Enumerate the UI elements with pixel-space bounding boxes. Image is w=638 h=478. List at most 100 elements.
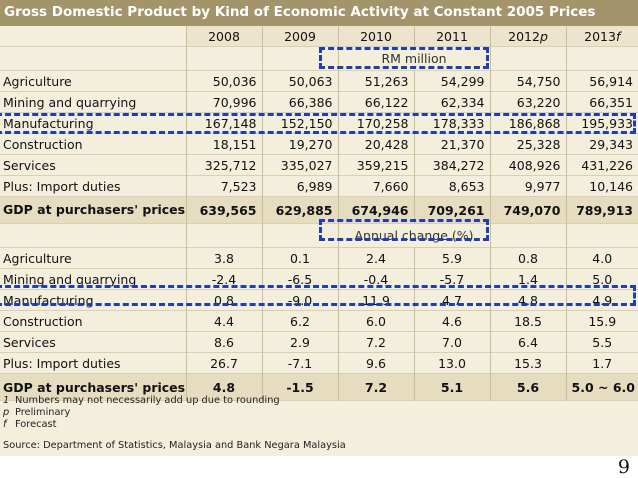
year-header: 2013f xyxy=(565,26,638,47)
footnote-text: Numbers may not necessarily add up due t… xyxy=(15,395,280,406)
cell-value: -5.7 xyxy=(413,268,490,290)
total-label-text: GDP at purchasers' prices xyxy=(3,379,186,395)
cell-value: 5.9 xyxy=(413,247,490,269)
row-label: Services xyxy=(3,157,56,173)
cell-value: 152,150 xyxy=(261,112,338,134)
cell-value: 18,151 xyxy=(185,133,262,155)
cell-value: 195,933 xyxy=(565,112,638,134)
year-label: 2010 xyxy=(360,28,392,44)
cell-value: 5.5 xyxy=(565,331,638,353)
cell-value: 6.4 xyxy=(489,331,566,353)
table-row: Construction 4.4 6.2 6.0 4.6 18.5 15.9 xyxy=(0,310,638,332)
cell-value: 167,148 xyxy=(185,112,262,134)
unit-blank xyxy=(0,47,186,71)
cell-value: -2.4 xyxy=(185,268,262,290)
rm-million-highlight xyxy=(319,47,489,69)
footnote-text: Preliminary xyxy=(15,407,71,418)
year-label: 2011 xyxy=(436,28,468,44)
row-label: Mining and quarrying xyxy=(3,271,137,287)
row-label: Manufacturing xyxy=(3,115,94,131)
cell-value: 6.0 xyxy=(337,310,414,332)
cell-value: 1.7 xyxy=(565,352,638,374)
cell-value: 3.8 xyxy=(185,247,262,269)
cell-value: 4.4 xyxy=(185,310,262,332)
footnote-symbol: 1 xyxy=(3,395,10,406)
cell-value: 9.6 xyxy=(337,352,414,374)
cell-value: 7.2 xyxy=(337,331,414,353)
year-suffix: f xyxy=(615,28,621,44)
cell-value: 70,996 xyxy=(185,91,262,113)
cell-value: 6,989 xyxy=(261,175,338,197)
total-value: 789,913 xyxy=(565,196,638,224)
manufacturing-levels-highlight xyxy=(0,113,636,134)
cell-value: 56,914 xyxy=(565,70,638,92)
total-value: 5.1 xyxy=(413,373,490,401)
cell-value: 66,122 xyxy=(337,91,414,113)
source-note: Source: Department of Statistics, Malays… xyxy=(3,440,346,451)
row-label: Agriculture xyxy=(3,250,72,266)
total-label-text: GDP at purchasers' prices xyxy=(3,202,186,218)
cell-value: -6.5 xyxy=(261,268,338,290)
cell-value: 178,333 xyxy=(413,112,490,134)
total-value: -1.5 xyxy=(261,373,338,401)
table-row: Construction 18,151 19,270 20,428 21,370 25,3… xyxy=(0,133,638,155)
footnote-symbol: f xyxy=(3,419,7,430)
cell-value: 50,063 xyxy=(261,70,338,92)
cell-value: 66,351 xyxy=(565,91,638,113)
cell-value: 0.1 xyxy=(261,247,338,269)
row-label: Services xyxy=(3,334,56,350)
year-header: 2011 xyxy=(413,26,490,47)
levels-total-row: GDP at purchasers' prices1639,565629,885… xyxy=(0,196,638,224)
cell-value: 431,226 xyxy=(565,154,638,176)
cell-value: 7,523 xyxy=(185,175,262,197)
total-label: GDP at purchasers' prices xyxy=(0,373,186,401)
cell-value: 15.3 xyxy=(489,352,566,374)
year-label: 2008 xyxy=(208,28,240,44)
header-blank xyxy=(0,26,186,47)
cell-value: 54,750 xyxy=(489,70,566,92)
year-label: 2013 xyxy=(584,28,616,44)
table-row: Agriculture 3.8 0.1 2.4 5.9 0.8 4.0 xyxy=(0,247,638,269)
table-row: Plus: Import duties 26.7 -7.1 9.6 13.0 15.3 1.… xyxy=(0,352,638,374)
cell-value: 2.9 xyxy=(261,331,338,353)
title-bar: Gross Domestic Product by Kind of Econom… xyxy=(0,0,638,26)
total-value: 7.2 xyxy=(337,373,414,401)
year-suffix: p xyxy=(539,28,548,44)
gdp-table: 2008 2009 2010 2011 2012p 2013f RM million Agri… xyxy=(0,26,638,401)
total-value: 629,885 xyxy=(261,196,338,224)
cell-value: 66,386 xyxy=(261,91,338,113)
cell-value: 4.0 xyxy=(565,247,638,269)
cell-value: 51,263 xyxy=(337,70,414,92)
total-value: 5.6 xyxy=(489,373,566,401)
cell-value: 408,926 xyxy=(489,154,566,176)
year-header: 2008 xyxy=(185,26,262,47)
unit-blank xyxy=(489,46,566,71)
cell-value: 0.8 xyxy=(489,247,566,269)
year-label: 2012 xyxy=(508,28,540,44)
total-value: 4.8 xyxy=(185,373,262,401)
year-label: 2009 xyxy=(284,28,316,44)
year-header: 2010 xyxy=(337,26,414,47)
cell-value: 19,270 xyxy=(261,133,338,155)
cell-value: 29,343 xyxy=(565,133,638,155)
total-label: GDP at purchasers' prices1 xyxy=(0,196,186,224)
cell-value: 5.0 xyxy=(565,268,638,290)
cell-value: 325,712 xyxy=(185,154,262,176)
row-label: Plus: Import duties xyxy=(3,355,121,371)
table-row: Mining and quarrying -2.4 -6.5 -0.4 -5.7 1.4 5… xyxy=(0,268,638,290)
table-panel: Gross Domestic Product by Kind of Econom… xyxy=(0,0,638,456)
cell-value: 170,258 xyxy=(337,112,414,134)
row-label: Construction xyxy=(3,136,83,152)
cell-value: 15.9 xyxy=(565,310,638,332)
cell-value: 62,334 xyxy=(413,91,490,113)
cell-value: 359,215 xyxy=(337,154,414,176)
unit-blank xyxy=(185,223,262,248)
unit-blank xyxy=(261,223,338,248)
cell-value: 26.7 xyxy=(185,352,262,374)
footnote-line: p Preliminary xyxy=(3,407,280,419)
unit-blank xyxy=(489,223,566,248)
cell-value: 20,428 xyxy=(337,133,414,155)
footnote-text: Forecast xyxy=(15,419,57,430)
table-title: Gross Domestic Product by Kind of Econom… xyxy=(4,4,596,20)
cell-value: 7,660 xyxy=(337,175,414,197)
